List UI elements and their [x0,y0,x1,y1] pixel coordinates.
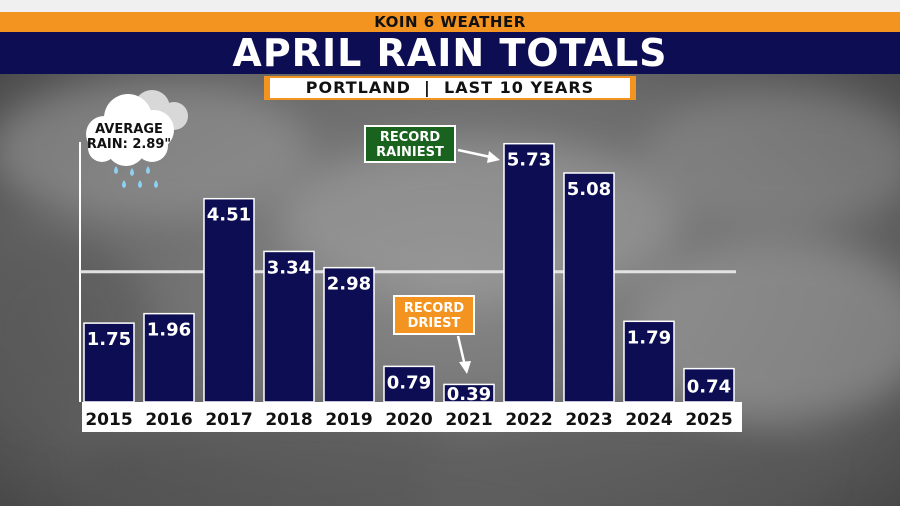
bar-2025 [683,367,735,403]
year-label-2025: 2025 [685,410,732,430]
value-label-2023: 5.08 [567,179,611,200]
bar-2022 [503,142,555,403]
page-title: APRIL RAIN TOTALS [0,32,900,74]
rainiest-arrow-head [487,151,500,163]
record-rainiest-callout: RECORD RAINIEST [364,125,456,163]
station-label: KOIN 6 WEATHER [0,12,900,32]
value-label-2024: 1.79 [627,327,671,348]
driest-arrow-head [459,361,471,374]
record-rainiest-line2: RAINIEST [376,145,444,160]
record-rainiest-line1: RECORD [379,130,441,145]
value-label-2020: 0.79 [387,372,431,393]
value-label-2019: 2.98 [327,274,371,295]
value-label-2022: 5.73 [507,150,551,171]
bar-2015 [83,322,135,403]
bar-2016 [143,312,195,403]
driest-arrow [456,335,467,367]
bar-2018 [263,250,315,403]
subtitle-text: PORTLAND | LAST 10 YEARS [270,78,630,98]
year-label-2021: 2021 [445,410,492,430]
year-label-2024: 2024 [625,410,672,430]
subtitle-bar: PORTLAND | LAST 10 YEARS [264,76,636,100]
bar-2019 [323,266,375,403]
record-driest-line1: RECORD [403,301,465,316]
rain-cloud-icon [86,90,188,188]
year-label-2015: 2015 [85,410,132,430]
value-label-2018: 3.34 [267,257,311,278]
value-label-2015: 1.75 [87,329,131,350]
record-driest-callout: RECORD DRIEST [393,295,475,335]
bar-2017 [203,197,255,403]
value-label-2017: 4.51 [207,205,251,226]
average-label-line2: RAIN: 2.89" [86,137,172,152]
bar-2020 [383,365,435,403]
year-label-strip [82,402,742,432]
raindrops [114,166,158,188]
bar-2023 [563,172,615,403]
bar-2024 [623,320,675,403]
year-label-2023: 2023 [565,410,612,430]
year-label-2018: 2018 [265,410,312,430]
value-label-2016: 1.96 [147,320,191,341]
year-label-2022: 2022 [505,410,552,430]
value-label-2021: 0.39 [447,384,491,405]
year-label-2016: 2016 [145,410,192,430]
year-label-2020: 2020 [385,410,432,430]
record-driest-line2: DRIEST [407,316,461,331]
year-label-2017: 2017 [205,410,252,430]
bar-2021 [443,383,495,403]
value-label-2025: 0.74 [687,376,731,397]
year-label-2019: 2019 [325,410,372,430]
average-label: AVERAGE RAIN: 2.89" [86,122,172,152]
average-label-line1: AVERAGE [95,122,163,137]
